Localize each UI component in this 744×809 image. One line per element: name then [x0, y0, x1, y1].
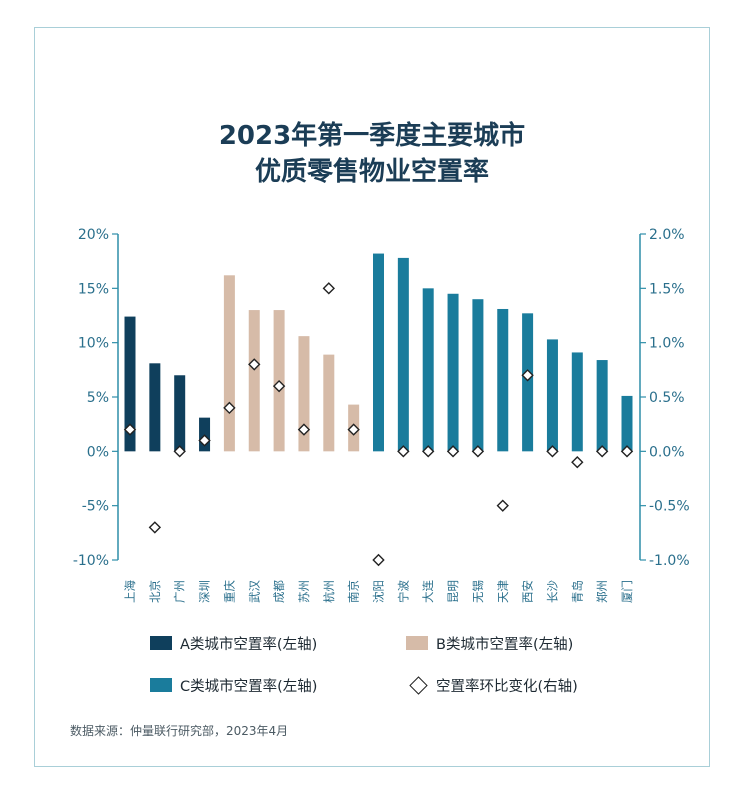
bar-西安 — [522, 313, 534, 452]
diamond-深圳 — [198, 434, 211, 447]
category-label: 天津 — [496, 580, 510, 603]
legend-label-b-class: B类城市空置率(左轴) — [436, 636, 574, 653]
category-label: 青岛 — [570, 580, 584, 603]
category-label: 南京 — [347, 580, 361, 603]
bar-昆明 — [447, 293, 459, 452]
category-label: 杭州 — [322, 580, 336, 603]
bar-武汉 — [248, 310, 260, 452]
diamond-成都 — [272, 379, 286, 393]
category-label: 无锡 — [471, 580, 485, 603]
diamond-郑州 — [595, 445, 609, 458]
bar-无锡 — [472, 299, 484, 452]
category-label: 广州 — [173, 580, 187, 603]
legend-label-c-class: C类城市空置率(左轴) — [180, 678, 318, 695]
diamond-南京 — [347, 423, 360, 436]
category-label: 宁波 — [396, 580, 410, 603]
left-axis-tick-label: -5% — [82, 499, 109, 515]
right-axis-tick-label: -0.5% — [649, 499, 690, 515]
chart-title: 2023年第一季度主要城市 优质零售物业空置率 — [0, 118, 744, 190]
right-axis-tick-label: 1.0% — [649, 336, 685, 352]
diamond-青岛 — [571, 456, 584, 469]
diamond-沈阳 — [372, 553, 385, 567]
category-label: 郑州 — [595, 580, 609, 603]
left-axis-tick-label: 20% — [78, 227, 109, 243]
category-label: 大连 — [421, 580, 435, 603]
bar-重庆 — [223, 275, 235, 452]
category-label: 上海 — [123, 580, 137, 603]
diamond-无锡 — [471, 445, 485, 458]
diamond-上海 — [123, 423, 137, 436]
left-axis-tick-label: 10% — [78, 336, 109, 352]
diamond-昆明 — [446, 445, 460, 458]
diamond-苏州 — [297, 423, 311, 436]
chart-legend: A类城市空置率(左轴) B类城市空置率(左轴) C类城市空置率(左轴) 空置率环… — [150, 632, 710, 702]
category-label: 昆明 — [446, 580, 460, 603]
bar-宁波 — [397, 257, 409, 452]
diamond-杭州 — [322, 282, 335, 295]
chart-frame — [34, 27, 710, 767]
title-line-2: 优质零售物业空置率 — [254, 157, 489, 187]
bar-北京 — [149, 363, 161, 452]
bar-上海 — [124, 316, 136, 452]
legend-swatch-a-class — [150, 636, 172, 650]
diamond-宁波 — [397, 445, 410, 458]
bar-厦门 — [621, 395, 633, 452]
bar-青岛 — [571, 352, 583, 452]
left-axis-tick-label: 15% — [78, 281, 109, 297]
legend-diamond-icon — [409, 675, 428, 695]
category-label: 西安 — [521, 580, 535, 603]
diamond-武汉 — [248, 358, 261, 371]
left-axis-tick-label: 0% — [87, 444, 109, 460]
right-axis-tick-label: 0.0% — [649, 444, 685, 460]
category-label: 成都 — [272, 580, 286, 603]
right-axis-tick-label: 1.5% — [649, 281, 685, 297]
right-axis-tick-label: -1.0% — [649, 553, 690, 569]
legend-label-change: 空置率环比变化(右轴) — [436, 678, 578, 695]
bar-杭州 — [323, 354, 335, 452]
right-axis-tick-label: 0.5% — [649, 390, 685, 406]
title-line-1: 2023年第一季度主要城市 — [218, 121, 526, 151]
legend-swatch-c-class — [150, 678, 172, 692]
left-axis-tick-label: -10% — [73, 553, 109, 569]
left-axis-tick-label: 5% — [87, 390, 109, 406]
category-label: 武汉 — [247, 580, 261, 603]
legend-item-change: 空置率环比变化(右轴) — [406, 674, 578, 696]
category-label: 厦门 — [620, 580, 634, 603]
right-axis-tick-label: 2.0% — [649, 227, 685, 243]
legend-swatch-b-class — [406, 636, 428, 650]
category-label: 长沙 — [545, 580, 559, 603]
category-label: 重庆 — [222, 580, 236, 603]
bar-沈阳 — [373, 253, 384, 452]
legend-item-a-class: A类城市空置率(左轴) — [150, 632, 317, 654]
bar-大连 — [422, 288, 434, 452]
bar-苏州 — [298, 336, 310, 452]
diamond-广州 — [173, 445, 186, 458]
legend-item-b-class: B类城市空置率(左轴) — [406, 632, 573, 654]
diamond-北京 — [148, 521, 162, 534]
legend-label-a-class: A类城市空置率(左轴) — [180, 636, 318, 653]
category-label: 深圳 — [198, 580, 212, 603]
diamond-西安 — [521, 369, 534, 382]
diamond-重庆 — [223, 401, 236, 415]
source-note: 数据来源：仲量联行研究部，2023年4月 — [70, 724, 289, 738]
diamond-天津 — [496, 499, 509, 512]
bar-长沙 — [546, 339, 558, 452]
bar-天津 — [497, 308, 509, 452]
bar-广州 — [174, 375, 186, 452]
category-label: 沈阳 — [372, 580, 386, 603]
diamond-厦门 — [620, 445, 634, 458]
diamond-长沙 — [546, 445, 559, 458]
category-label: 北京 — [148, 580, 162, 603]
bar-郑州 — [596, 360, 608, 452]
category-label: 苏州 — [297, 580, 311, 603]
diamond-大连 — [422, 445, 435, 458]
legend-item-c-class: C类城市空置率(左轴) — [150, 674, 317, 696]
